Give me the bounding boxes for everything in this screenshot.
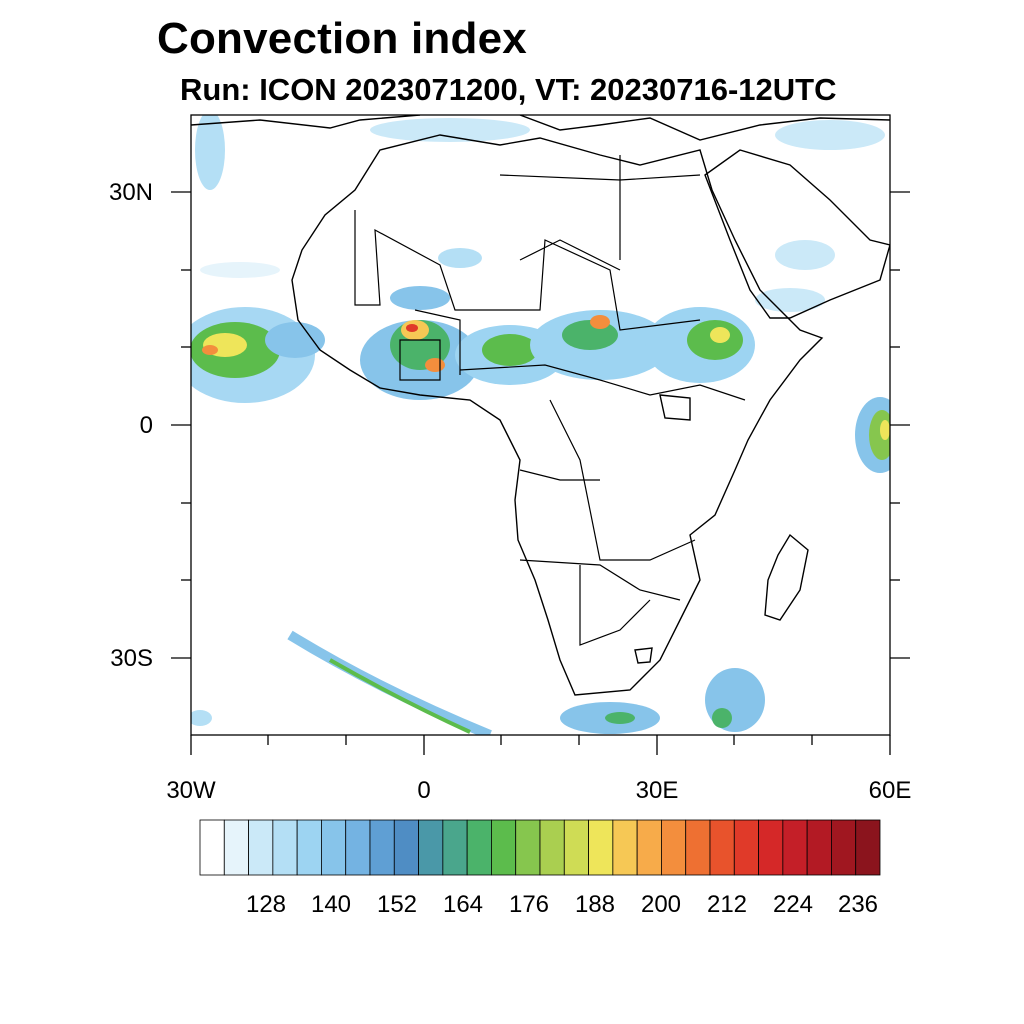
arabia-coastline xyxy=(704,149,890,319)
convection-cell-atlantic-max xyxy=(202,345,218,355)
colorbar-swatch xyxy=(636,819,662,876)
colorbar-labels: 128 140 152 164 176 188 200 212 224 236 xyxy=(246,891,878,918)
colorbar-swatch xyxy=(418,819,444,876)
country-borders xyxy=(354,155,746,646)
colorbar-swatch xyxy=(588,819,614,876)
colorbar-label-176: 176 xyxy=(509,891,549,918)
lon-tick-30e: 30E xyxy=(636,777,679,804)
convection-cell-sahel xyxy=(390,286,450,310)
convection-cell-northwest xyxy=(195,115,225,190)
colorbar-swatch xyxy=(296,819,322,876)
lon-tick-30w: 30W xyxy=(166,777,216,804)
lat-tick-30s: 30S xyxy=(110,645,153,672)
colorbar-swatch xyxy=(758,819,784,876)
convection-cell-caspian xyxy=(775,120,885,150)
colorbar-swatch xyxy=(248,819,274,876)
convection-cell-westafrica-max xyxy=(406,324,418,332)
colorbar-swatch xyxy=(199,819,225,876)
lat-tick-0: 0 xyxy=(140,412,153,439)
convection-cell-nigeria-core xyxy=(482,334,538,366)
colorbar-label-224: 224 xyxy=(773,891,813,918)
colorbar-swatch xyxy=(563,819,589,876)
colorbar-swatch xyxy=(321,819,347,876)
colorbar-swatch xyxy=(466,819,492,876)
colorbar-label-164: 164 xyxy=(443,891,483,918)
convection-cell-atlantic-edge xyxy=(265,322,325,358)
colorbar-label-152: 152 xyxy=(377,891,417,918)
colorbar-swatch xyxy=(369,819,395,876)
colorbar-swatch xyxy=(782,819,808,876)
convection-field xyxy=(191,115,890,735)
convection-cell-south-africa-coast-core xyxy=(605,712,635,724)
colorbar-swatch xyxy=(855,819,881,876)
convection-cell-canary xyxy=(200,262,280,278)
colorbar-label-128: 128 xyxy=(246,891,286,918)
coastlines xyxy=(191,115,890,696)
colorbar-swatch xyxy=(806,819,832,876)
convection-cell-indianocean-peak xyxy=(880,420,890,440)
lesotho-border xyxy=(634,647,653,664)
colorbar-swatch xyxy=(223,819,249,876)
axis-ticks xyxy=(171,191,910,755)
europe-coastline xyxy=(191,115,890,141)
colorbar-swatch xyxy=(831,819,857,876)
convection-cell-ethiopia-peak xyxy=(710,327,730,343)
madagascar-coastline xyxy=(764,533,809,621)
convection-streak-south-atlantic xyxy=(287,630,492,735)
convection-streak-south-atlantic-core xyxy=(329,658,471,734)
colorbar-swatch xyxy=(491,819,517,876)
colorbar xyxy=(199,819,881,876)
colorbar-swatch xyxy=(442,819,468,876)
lat-tick-30n: 30N xyxy=(109,179,153,206)
lake-victoria xyxy=(659,394,691,421)
colorbar-swatch xyxy=(393,819,419,876)
convection-cell-centralafrica-core xyxy=(562,320,618,350)
map-subtitle: Run: ICON 2023071200, VT: 20230716-12UTC xyxy=(180,72,837,107)
colorbar-label-140: 140 xyxy=(311,891,351,918)
convection-cell-madagascar-south-core xyxy=(712,708,732,728)
colorbar-swatch xyxy=(515,819,541,876)
colorbar-label-212: 212 xyxy=(707,891,747,918)
convection-cell-arabia-south xyxy=(755,288,825,312)
convection-cell-arabia xyxy=(775,240,835,270)
convection-cell-sahel-north xyxy=(438,248,482,268)
convection-cell-mediterranean xyxy=(370,118,530,142)
colorbar-swatch xyxy=(709,819,735,876)
convection-cell-centralafrica-max xyxy=(590,315,610,329)
colorbar-swatch xyxy=(685,819,711,876)
colorbar-swatch xyxy=(539,819,565,876)
convection-cell-southwest xyxy=(191,710,212,726)
africa-coastline xyxy=(291,134,824,696)
lon-tick-0: 0 xyxy=(417,777,430,804)
colorbar-swatch xyxy=(612,819,638,876)
colorbar-swatch xyxy=(345,819,371,876)
colorbar-swatch xyxy=(661,819,687,876)
colorbar-label-200: 200 xyxy=(641,891,681,918)
colorbar-swatch xyxy=(272,819,298,876)
colorbar-swatch xyxy=(733,819,759,876)
convection-cell-westafrica-max2 xyxy=(425,358,445,372)
colorbar-label-236: 236 xyxy=(838,891,878,918)
map-title: Convection index xyxy=(157,14,527,63)
colorbar-label-188: 188 xyxy=(575,891,615,918)
lon-tick-60e: 60E xyxy=(869,777,912,804)
